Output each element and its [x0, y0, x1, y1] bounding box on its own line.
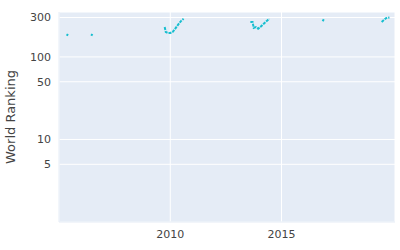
svg-text:2015: 2015 — [268, 228, 296, 241]
svg-text:50: 50 — [37, 76, 51, 89]
svg-text:2010: 2010 — [156, 228, 184, 241]
svg-text:300: 300 — [30, 11, 51, 24]
svg-text:World Ranking: World Ranking — [8, 70, 18, 164]
svg-text:10: 10 — [37, 133, 51, 146]
svg-text:5: 5 — [44, 158, 51, 171]
svg-text:100: 100 — [30, 51, 51, 64]
